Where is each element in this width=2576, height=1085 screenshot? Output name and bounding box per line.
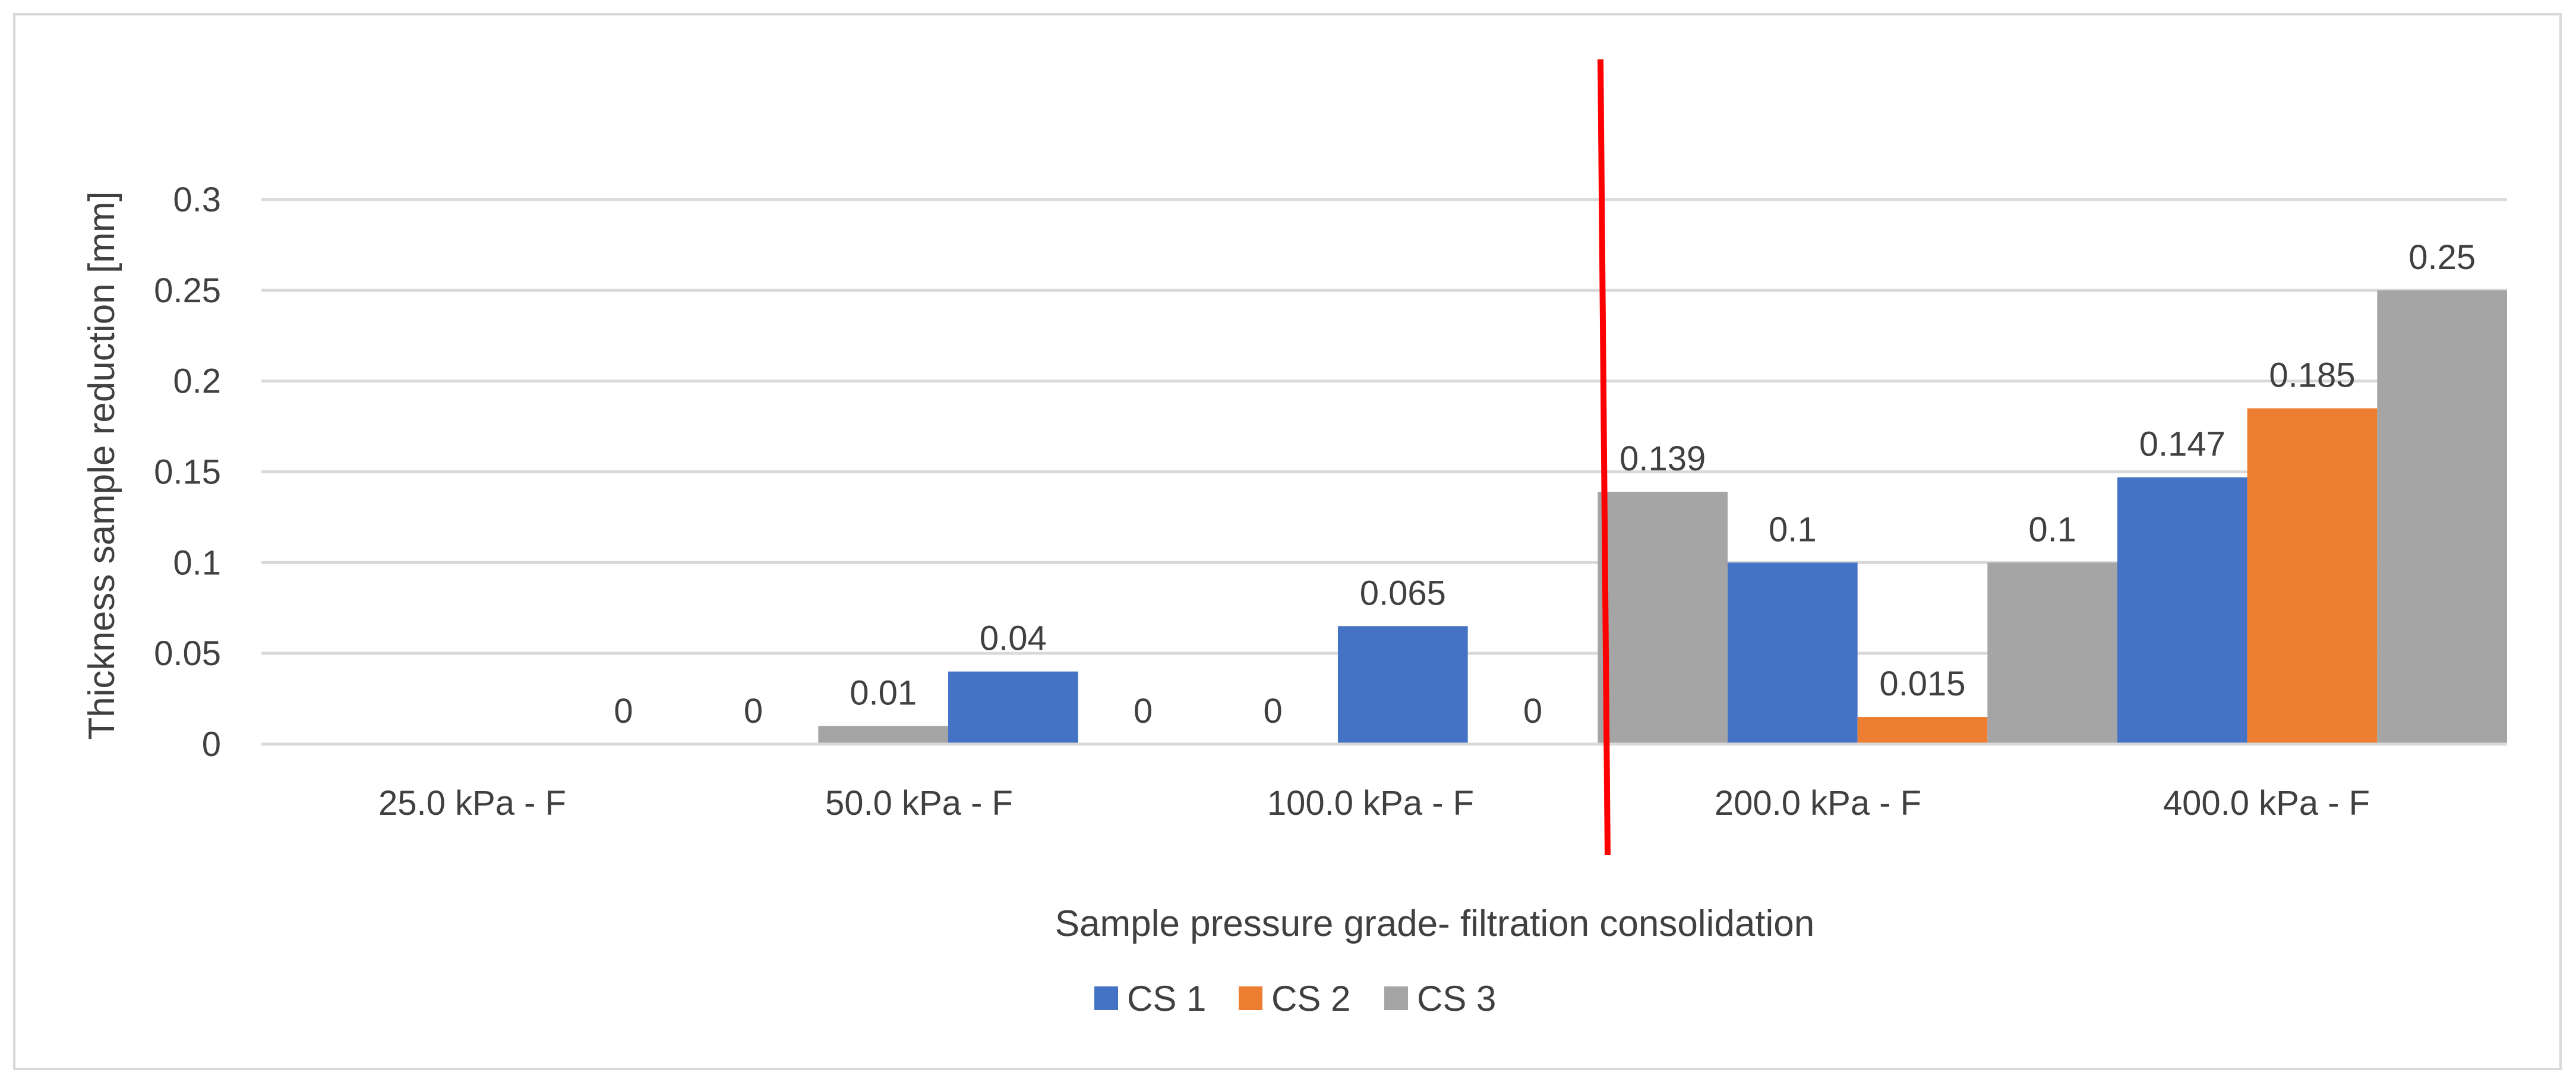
bar-cs2-cat4 xyxy=(2247,408,2378,744)
y-tick-label: 0.15 xyxy=(154,453,221,492)
data-label: 0 xyxy=(744,692,763,730)
data-label: 0.065 xyxy=(1360,574,1446,612)
bar-cs1-cat1 xyxy=(948,671,1078,744)
data-labels: 0 0 0.01 0.04 0 0 0.065 0 0.139 0.1 0.015 0.1 0.147 0… xyxy=(614,238,2476,730)
data-label: 0 xyxy=(1134,692,1153,730)
y-tick-label: 0.05 xyxy=(154,634,221,673)
x-tick-label: 400.0 kPa - F xyxy=(2163,784,2370,823)
data-label: 0.185 xyxy=(2269,356,2355,395)
bar-cs2-cat3 xyxy=(1857,717,1988,744)
x-tick-label: 100.0 kPa - F xyxy=(1267,784,1474,823)
bar-cs1-cat3 xyxy=(1728,562,1858,744)
legend-label: CS 3 xyxy=(1417,979,1496,1018)
data-label: 0.015 xyxy=(1879,665,1965,703)
data-label: 0.1 xyxy=(2028,510,2076,549)
data-label: 0.147 xyxy=(2139,425,2225,464)
y-axis-title: Thickness sample reduction [mm] xyxy=(81,191,122,739)
legend-swatch-cs2 xyxy=(1239,986,1262,1010)
bar-cs1-cat2 xyxy=(1338,626,1468,744)
bars xyxy=(818,290,2507,744)
legend-swatch-cs1 xyxy=(1094,986,1118,1010)
x-tick-label: 25.0 kPa - F xyxy=(378,784,566,823)
bar-cs3-cat0 xyxy=(818,726,948,744)
data-label: 0 xyxy=(1523,692,1542,730)
x-tick-label: 200.0 kPa - F xyxy=(1715,784,1921,823)
y-tick-label: 0.2 xyxy=(173,362,221,401)
y-tick-label: 0 xyxy=(202,725,221,764)
data-label: 0.139 xyxy=(1620,439,1706,478)
y-axis-ticks: 0 0.05 0.1 0.15 0.2 0.25 0.3 xyxy=(154,181,221,764)
x-axis-title: Sample pressure grade- filtration consol… xyxy=(1055,903,1815,944)
y-tick-label: 0.25 xyxy=(154,271,221,310)
bar-cs3-cat3 xyxy=(1987,562,2117,744)
data-label: 0.04 xyxy=(980,619,1047,658)
legend: CS 1 CS 2 CS 3 xyxy=(1094,979,1496,1018)
data-label: 0 xyxy=(1264,692,1283,730)
bar-cs3-cat2 xyxy=(1598,492,1728,744)
bar-cs1-cat4 xyxy=(2117,477,2247,744)
data-label: 0.1 xyxy=(1769,510,1817,549)
x-tick-label: 50.0 kPa - F xyxy=(825,784,1013,823)
x-axis-ticks: 25.0 kPa - F 50.0 kPa - F 100.0 kPa - F 200… xyxy=(378,784,2370,823)
y-tick-label: 0.1 xyxy=(173,543,221,582)
data-label: 0 xyxy=(614,692,633,730)
legend-swatch-cs3 xyxy=(1384,986,1408,1010)
y-tick-label: 0.3 xyxy=(173,181,221,219)
legend-label: CS 2 xyxy=(1271,979,1350,1018)
red-divider-line xyxy=(1598,59,1611,856)
bar-cs3-cat4 xyxy=(2377,290,2507,744)
data-label: 0.01 xyxy=(850,673,917,712)
legend-label: CS 1 xyxy=(1127,979,1206,1018)
data-label: 0.25 xyxy=(2408,238,2476,277)
